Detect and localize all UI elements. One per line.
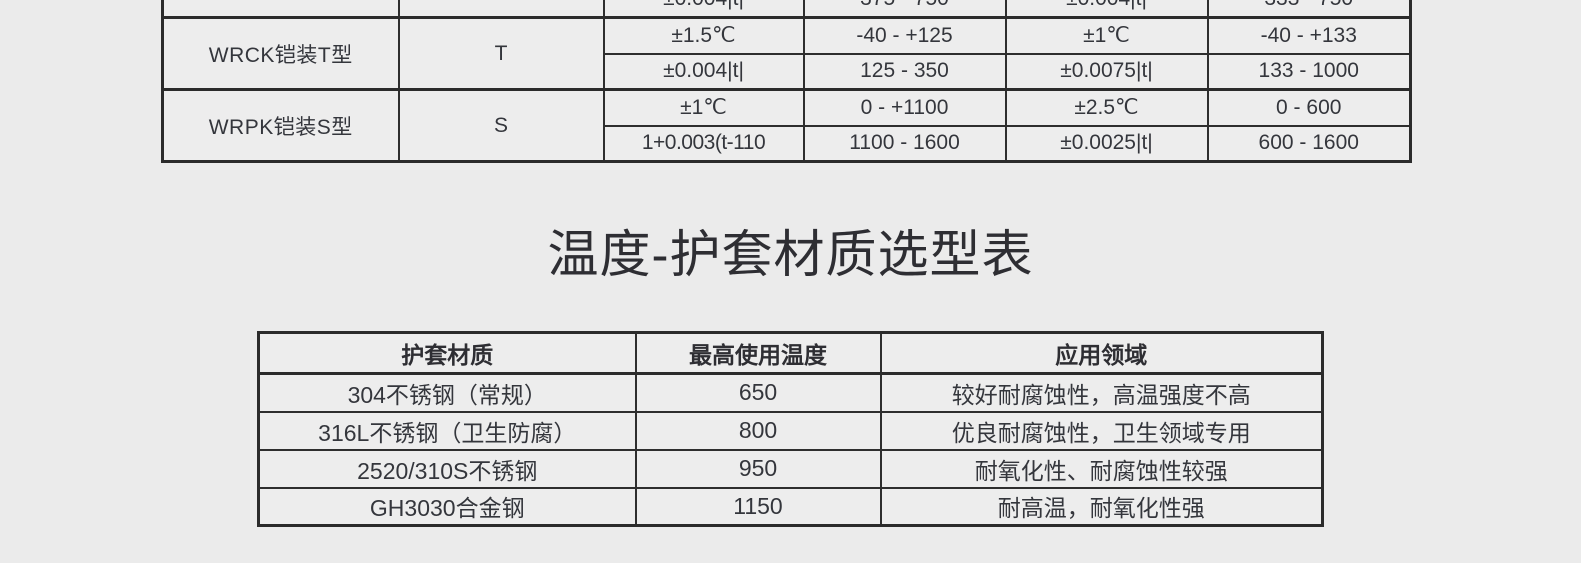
table-row: ±0.004|t| 125 - 350 ±0.0075|t| 133 - 100… (163, 52, 1412, 91)
header-application-field: 应用领域 (879, 331, 1324, 375)
cell-material: 304不锈钢（常规） (257, 372, 637, 413)
cell-max-temperature: 1150 (634, 486, 882, 527)
cell-tolerance: ±0.004|t| (1004, 0, 1209, 19)
section-title: 温度-护套材质选型表 (547, 226, 1034, 283)
tolerance-table-container: ±0.004|t| 375 - 750 ±0.004|t| 333 - 750 … (161, 0, 1412, 163)
table-row: 304不锈钢（常规） 650 较好耐腐蚀性，高温强度不高 (257, 372, 1324, 413)
cell-range: 125 - 350 (802, 52, 1007, 91)
cell-range: 375 - 750 (802, 0, 1007, 19)
table-row: WRPK铠装S型 S ±1℃ 0 - +1100 ±2.5℃ 0 - 600 (161, 88, 1412, 163)
cell-tolerance: ±0.004|t| (602, 52, 805, 91)
cell-code-empty (397, 0, 605, 19)
cell-range: -40 - +125 (802, 16, 1007, 55)
cell-max-temperature: 950 (634, 448, 882, 489)
sheath-material-selection-table: 护套材质 最高使用温度 应用领域 304不锈钢（常规） 650 较好耐腐蚀性，高… (257, 331, 1324, 527)
header-max-temperature: 最高使用温度 (634, 331, 882, 375)
cell-graduation-code: T (397, 16, 605, 91)
table-header-row: 护套材质 最高使用温度 应用领域 (257, 331, 1324, 375)
material-table-container: 护套材质 最高使用温度 应用领域 304不锈钢（常规） 650 较好耐腐蚀性，高… (257, 331, 1324, 527)
cell-model-empty (161, 0, 400, 19)
cell-tolerance-formula: 1+0.003(t-110 (602, 124, 805, 163)
cell-tolerance: ±0.0075|t| (1004, 52, 1209, 91)
cell-tolerance: ±1.5℃ (602, 16, 805, 55)
cell-material: 316L不锈钢（卫生防腐） (257, 410, 637, 451)
cell-range: -40 - +133 (1206, 16, 1412, 55)
cell-model-name: WRCK铠装T型 (161, 16, 400, 91)
cell-material: 2520/310S不锈钢 (257, 448, 637, 489)
cell-range: 0 - 600 (1206, 88, 1412, 127)
cell-range: 0 - +1100 (802, 88, 1007, 127)
cell-tolerance: ±2.5℃ (1004, 88, 1209, 127)
cell-tolerance: ±1℃ (1004, 16, 1209, 55)
cell-range: 333 - 750 (1206, 0, 1412, 19)
cell-application: 较好耐腐蚀性，高温强度不高 (879, 372, 1324, 413)
cell-model-name: WRPK铠装S型 (161, 88, 400, 163)
cell-material: GH3030合金钢 (257, 486, 637, 527)
table-row: GH3030合金钢 1150 耐高温，耐氧化性强 (257, 486, 1324, 527)
cell-max-temperature: 650 (634, 372, 882, 413)
table-row: 316L不锈钢（卫生防腐） 800 优良耐腐蚀性，卫生领域专用 (257, 410, 1324, 451)
cell-range: 1100 - 1600 (802, 124, 1007, 163)
cell-tolerance: ±1℃ (602, 88, 805, 127)
cell-application: 耐氧化性、耐腐蚀性较强 (879, 448, 1324, 489)
cell-tolerance: ±0.0025|t| (1004, 124, 1209, 163)
cell-application: 耐高温，耐氧化性强 (879, 486, 1324, 527)
cell-tolerance: ±0.004|t| (602, 0, 805, 19)
thermocouple-tolerance-table: ±0.004|t| 375 - 750 ±0.004|t| 333 - 750 … (161, 0, 1412, 163)
table-row: 2520/310S不锈钢 950 耐氧化性、耐腐蚀性较强 (257, 448, 1324, 489)
cell-graduation-code: S (397, 88, 605, 163)
table-row: 1+0.003(t-110 1100 - 1600 ±0.0025|t| 600… (163, 124, 1412, 163)
header-sheath-material: 护套材质 (257, 331, 637, 375)
cell-range: 133 - 1000 (1206, 52, 1412, 91)
cell-max-temperature: 800 (634, 410, 882, 451)
table-row: WRCK铠装T型 T ±1.5℃ -40 - +125 ±1℃ -40 - +1… (161, 16, 1412, 91)
cell-range: 600 - 1600 (1206, 124, 1412, 163)
table-row-partial: ±0.004|t| 375 - 750 ±0.004|t| 333 - 750 (161, 0, 1412, 19)
cell-application: 优良耐腐蚀性，卫生领域专用 (879, 410, 1324, 451)
